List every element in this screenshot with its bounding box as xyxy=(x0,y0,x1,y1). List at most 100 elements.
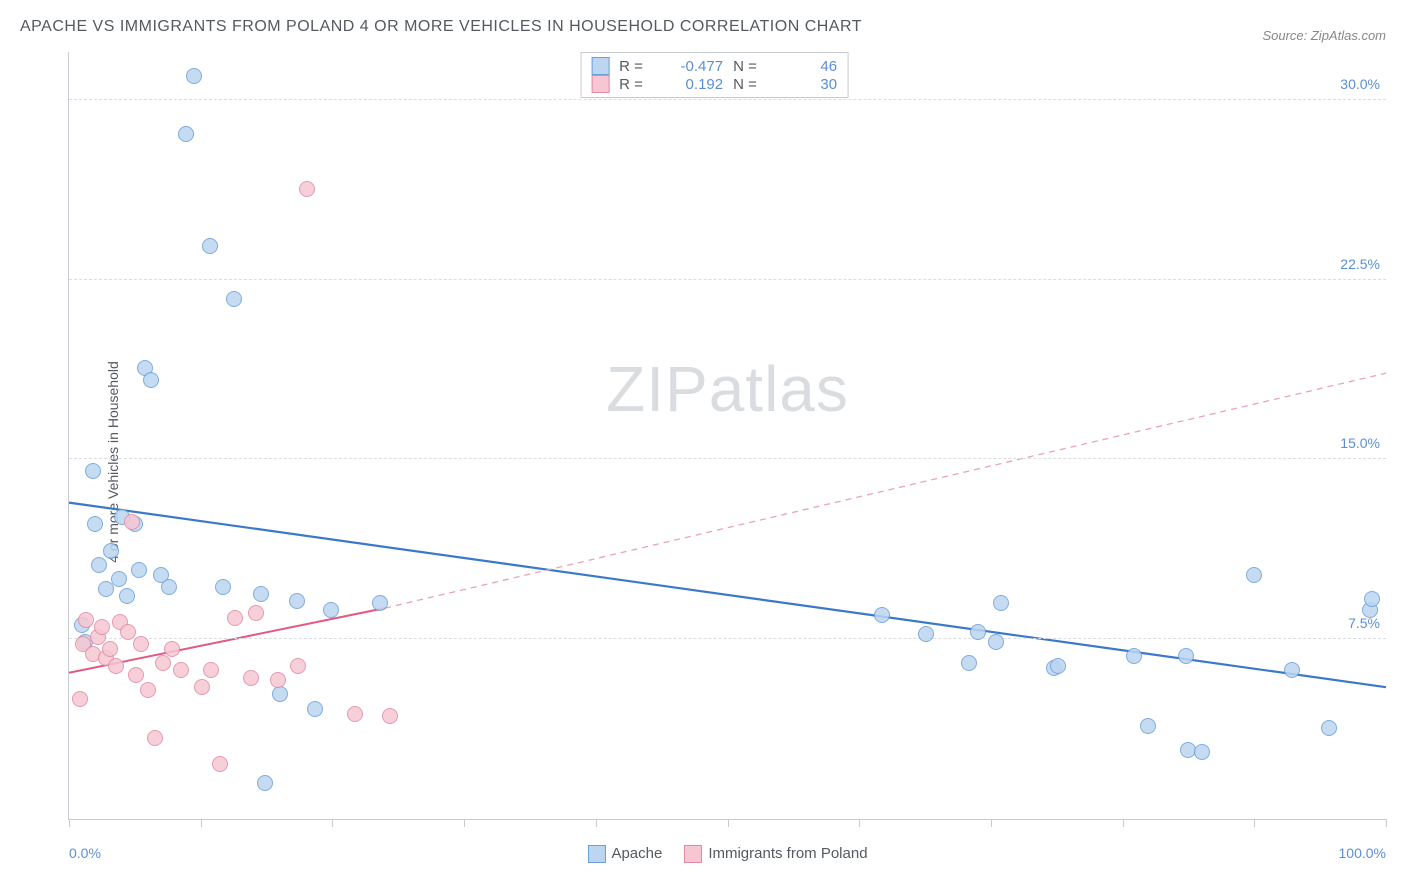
data-point xyxy=(1364,591,1380,607)
data-point xyxy=(91,557,107,573)
data-point xyxy=(970,624,986,640)
data-point xyxy=(307,701,323,717)
legend-label: Apache xyxy=(611,845,662,862)
x-tick-label: 0.0% xyxy=(69,845,101,861)
data-point xyxy=(1050,658,1066,674)
data-point xyxy=(133,636,149,652)
data-point xyxy=(253,586,269,602)
grid-line xyxy=(69,638,1386,639)
data-point xyxy=(961,655,977,671)
data-point xyxy=(372,595,388,611)
trend-lines xyxy=(69,52,1386,819)
data-point xyxy=(272,686,288,702)
y-tick-label: 15.0% xyxy=(1340,435,1380,451)
data-point xyxy=(248,605,264,621)
legend-item: Immigrants from Poland xyxy=(684,845,867,863)
data-point xyxy=(131,562,147,578)
x-tick-label: 100.0% xyxy=(1339,845,1386,861)
data-point xyxy=(164,641,180,657)
data-point xyxy=(215,579,231,595)
data-point xyxy=(108,658,124,674)
data-point xyxy=(270,672,286,688)
data-point xyxy=(290,658,306,674)
legend-swatch xyxy=(591,75,609,93)
grid-line xyxy=(69,99,1386,100)
legend-r-label: R = xyxy=(619,76,653,93)
x-tick xyxy=(1254,819,1255,827)
data-point xyxy=(119,588,135,604)
chart-title: APACHE VS IMMIGRANTS FROM POLAND 4 OR MO… xyxy=(20,18,862,36)
data-point xyxy=(203,662,219,678)
x-tick xyxy=(596,819,597,827)
legend-item: Apache xyxy=(587,845,662,863)
x-tick xyxy=(1123,819,1124,827)
data-point xyxy=(128,667,144,683)
x-tick xyxy=(991,819,992,827)
data-point xyxy=(87,516,103,532)
data-point xyxy=(1321,720,1337,736)
legend-swatch xyxy=(591,57,609,75)
data-point xyxy=(120,624,136,640)
x-tick xyxy=(201,819,202,827)
data-point xyxy=(227,610,243,626)
legend-n-value: 46 xyxy=(777,58,837,75)
legend-r-label: R = xyxy=(619,58,653,75)
data-point xyxy=(874,607,890,623)
data-point xyxy=(323,602,339,618)
series-legend: Apache Immigrants from Poland xyxy=(587,845,867,863)
data-point xyxy=(78,612,94,628)
data-point xyxy=(993,595,1009,611)
data-point xyxy=(918,626,934,642)
data-point xyxy=(103,543,119,559)
grid-line xyxy=(69,458,1386,459)
data-point xyxy=(72,691,88,707)
data-point xyxy=(147,730,163,746)
scatter-plot: ZIPatlas R =-0.477N =46R =0.192N =30 Apa… xyxy=(68,52,1386,820)
data-point xyxy=(85,463,101,479)
correlation-legend: R = -0.477 N = 46 R = 0.192 N = 30 xyxy=(580,52,848,98)
x-tick xyxy=(728,819,729,827)
x-tick xyxy=(859,819,860,827)
data-point xyxy=(161,579,177,595)
data-point xyxy=(347,706,363,722)
x-tick xyxy=(464,819,465,827)
legend-swatch xyxy=(684,845,702,863)
watermark: ZIPatlas xyxy=(606,352,849,426)
data-point xyxy=(124,514,140,530)
data-point xyxy=(102,641,118,657)
data-point xyxy=(111,571,127,587)
data-point xyxy=(212,756,228,772)
legend-n-value: 30 xyxy=(777,76,837,93)
legend-r-value: 0.192 xyxy=(663,76,723,93)
data-point xyxy=(143,372,159,388)
data-point xyxy=(226,291,242,307)
chart-container: 4 or more Vehicles in Household ZIPatlas… xyxy=(20,52,1386,872)
legend-n-label: N = xyxy=(733,76,767,93)
data-point xyxy=(186,68,202,84)
grid-line xyxy=(69,279,1386,280)
data-point xyxy=(173,662,189,678)
x-tick xyxy=(69,819,70,827)
legend-n-label: N = xyxy=(733,58,767,75)
data-point xyxy=(94,619,110,635)
data-point xyxy=(194,679,210,695)
legend-r-value: -0.477 xyxy=(663,58,723,75)
source-attribution: Source: ZipAtlas.com xyxy=(1262,28,1386,43)
legend-row: R = 0.192 N = 30 xyxy=(591,75,837,93)
data-point xyxy=(988,634,1004,650)
data-point xyxy=(257,775,273,791)
x-tick xyxy=(1386,819,1387,827)
legend-label: Immigrants from Poland xyxy=(708,845,867,862)
data-point xyxy=(299,181,315,197)
data-point xyxy=(178,126,194,142)
data-point xyxy=(289,593,305,609)
y-tick-label: 30.0% xyxy=(1340,76,1380,92)
data-point xyxy=(1126,648,1142,664)
data-point xyxy=(1284,662,1300,678)
data-point xyxy=(382,708,398,724)
data-point xyxy=(1246,567,1262,583)
x-tick xyxy=(332,819,333,827)
data-point xyxy=(155,655,171,671)
data-point xyxy=(140,682,156,698)
data-point xyxy=(1194,744,1210,760)
